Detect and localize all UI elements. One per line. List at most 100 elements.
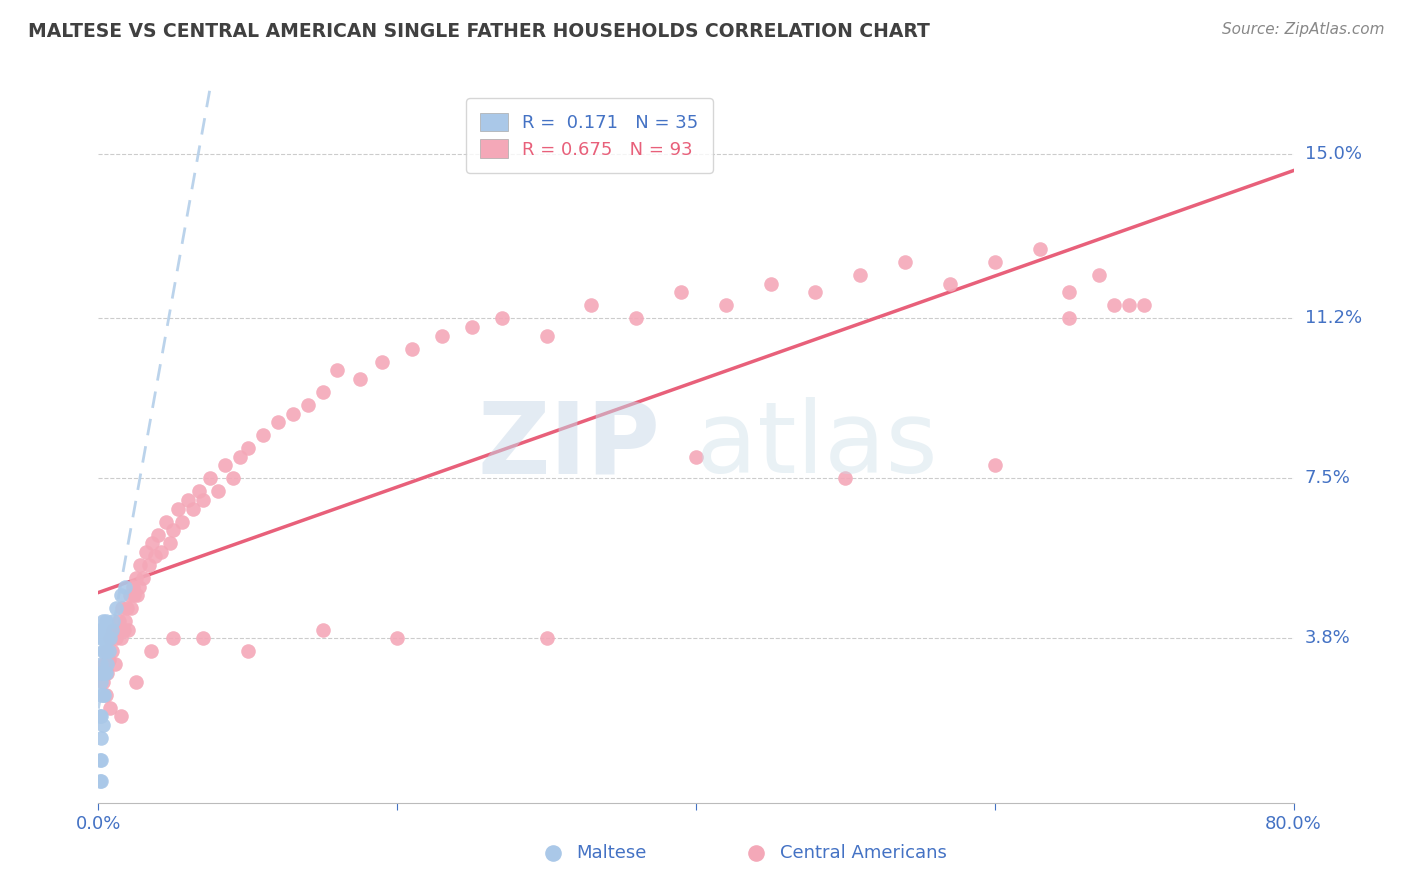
Point <box>90 666 112 681</box>
Point <box>461 320 484 334</box>
Point <box>371 354 394 368</box>
Text: Source: ZipAtlas.com: Source: ZipAtlas.com <box>1222 22 1385 37</box>
Point <box>124 588 146 602</box>
Point <box>141 536 163 550</box>
Point <box>132 571 155 585</box>
Point <box>1028 242 1050 256</box>
Point <box>94 614 117 628</box>
Point <box>94 666 117 681</box>
Point <box>581 298 603 312</box>
Point <box>91 666 114 681</box>
Point <box>91 718 114 732</box>
Point <box>112 623 135 637</box>
Point <box>401 342 423 356</box>
Point <box>267 415 290 429</box>
Point <box>669 285 692 300</box>
Point <box>311 623 333 637</box>
Point <box>98 700 122 714</box>
Point <box>89 774 111 789</box>
Point <box>714 298 737 312</box>
Point <box>939 277 962 291</box>
Text: 7.5%: 7.5% <box>1305 469 1351 487</box>
Point <box>984 458 1007 473</box>
Point <box>108 614 131 628</box>
Point <box>1059 311 1081 326</box>
Point <box>114 614 136 628</box>
Point <box>150 545 173 559</box>
Point <box>107 623 129 637</box>
Point <box>804 285 827 300</box>
Point <box>135 545 157 559</box>
Point <box>94 644 117 658</box>
Point <box>93 657 115 672</box>
Text: Maltese: Maltese <box>576 844 647 862</box>
Point <box>91 688 114 702</box>
Point <box>103 623 125 637</box>
Point <box>214 458 236 473</box>
Point <box>1059 285 1081 300</box>
Point <box>759 277 782 291</box>
Point <box>207 484 229 499</box>
Point <box>97 653 120 667</box>
Point <box>430 328 453 343</box>
Point <box>101 623 124 637</box>
Point <box>1118 298 1140 312</box>
Point <box>105 601 128 615</box>
Point <box>114 580 136 594</box>
Point <box>90 753 112 767</box>
Point <box>89 666 111 681</box>
Point <box>162 632 184 646</box>
Point <box>1104 298 1126 312</box>
Legend: R =  0.171   N = 35, R = 0.675   N = 93: R = 0.171 N = 35, R = 0.675 N = 93 <box>465 98 713 173</box>
Point <box>117 623 139 637</box>
Text: atlas: atlas <box>696 398 938 494</box>
Point <box>96 666 118 681</box>
Point <box>121 580 143 594</box>
Text: 15.0%: 15.0% <box>1305 145 1361 163</box>
Point <box>172 515 194 529</box>
Point <box>536 328 558 343</box>
Point <box>89 709 111 723</box>
Text: 11.2%: 11.2% <box>1305 310 1362 327</box>
Point <box>191 493 214 508</box>
Point <box>93 644 115 658</box>
Point <box>111 601 134 615</box>
Point <box>236 644 259 658</box>
Point <box>97 644 120 658</box>
Point <box>326 363 349 377</box>
Point <box>166 501 188 516</box>
Point <box>90 674 112 689</box>
Text: ZIP: ZIP <box>477 398 661 494</box>
Point <box>96 632 118 646</box>
Point <box>127 588 149 602</box>
Point <box>236 441 259 455</box>
Point <box>94 688 117 702</box>
Point <box>191 632 214 646</box>
Point <box>94 644 117 658</box>
Point <box>311 384 333 399</box>
Point <box>91 614 114 628</box>
Text: 3.8%: 3.8% <box>1305 630 1350 648</box>
Point <box>491 311 513 326</box>
Point <box>118 588 141 602</box>
Point <box>104 657 127 672</box>
Point <box>200 471 222 485</box>
Point <box>90 688 112 702</box>
Point <box>98 632 122 646</box>
Point <box>894 255 917 269</box>
Point <box>1088 268 1111 282</box>
Point <box>626 311 648 326</box>
Point <box>89 753 111 767</box>
Point <box>229 450 252 464</box>
Point <box>91 644 114 658</box>
Point <box>155 515 177 529</box>
Point <box>125 674 148 689</box>
Point <box>110 709 132 723</box>
Point <box>96 657 118 672</box>
Point <box>222 471 245 485</box>
Point <box>159 536 181 550</box>
Point <box>103 614 125 628</box>
Point <box>177 493 200 508</box>
Point <box>90 657 112 672</box>
Text: Central Americans: Central Americans <box>779 844 946 862</box>
